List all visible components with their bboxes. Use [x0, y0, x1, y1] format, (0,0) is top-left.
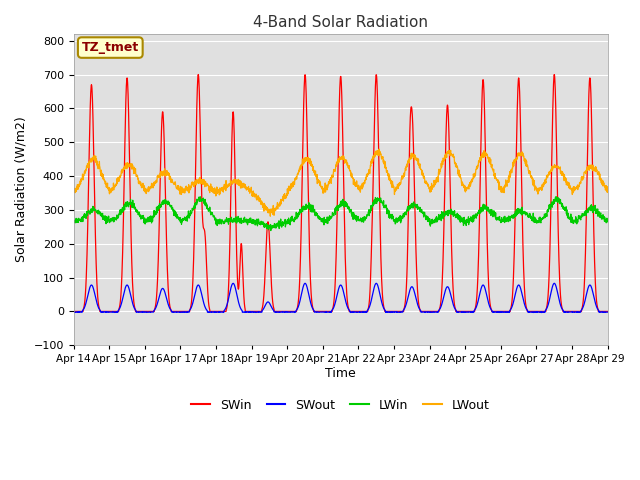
LWout — [368, 156, 376, 162]
LWin — [219, 218, 227, 224]
LWout — [604, 190, 612, 195]
LWin — [368, 204, 376, 210]
LWin — [267, 228, 275, 233]
LWin — [557, 200, 564, 206]
SWout — [604, 309, 612, 315]
Text: TZ_tmet: TZ_tmet — [82, 41, 139, 54]
SWout — [356, 309, 364, 315]
LWin — [552, 194, 560, 200]
SWout — [557, 303, 564, 309]
SWout — [538, 310, 545, 315]
SWin — [557, 295, 564, 301]
Line: SWout: SWout — [74, 283, 608, 312]
Y-axis label: Solar Radiation (W/m2): Solar Radiation (W/m2) — [15, 117, 28, 263]
Line: LWin: LWin — [74, 197, 608, 230]
LWin — [70, 218, 77, 224]
SWin — [195, 72, 202, 77]
LWout — [572, 185, 580, 191]
LWout — [557, 168, 564, 174]
SWin — [219, 309, 227, 314]
LWout — [70, 188, 77, 193]
LWin — [496, 217, 504, 223]
SWout — [70, 309, 77, 315]
LWin — [572, 214, 580, 219]
SWin — [70, 309, 77, 314]
Line: LWout: LWout — [74, 149, 608, 216]
X-axis label: Time: Time — [325, 367, 356, 380]
Title: 4-Band Solar Radiation: 4-Band Solar Radiation — [253, 15, 428, 30]
LWout — [219, 187, 227, 193]
SWin — [572, 309, 579, 314]
SWout — [550, 280, 558, 286]
SWout — [367, 297, 375, 302]
LWout — [356, 186, 364, 192]
LWout — [496, 185, 504, 191]
SWin — [604, 309, 612, 314]
Legend: SWin, SWout, LWin, LWout: SWin, SWout, LWin, LWout — [186, 394, 495, 417]
LWout — [375, 146, 383, 152]
SWout — [496, 309, 504, 315]
SWin — [368, 237, 376, 242]
SWout — [572, 309, 580, 315]
SWin — [496, 309, 504, 314]
SWin — [356, 309, 364, 314]
SWout — [219, 310, 227, 315]
Line: SWin: SWin — [74, 74, 608, 312]
LWin — [604, 218, 612, 224]
LWout — [266, 213, 274, 219]
LWin — [356, 217, 364, 223]
